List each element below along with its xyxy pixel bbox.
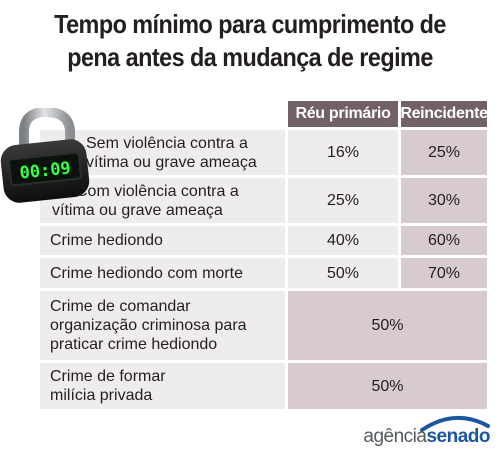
row-label-line: organização criminosa para: [50, 317, 247, 334]
value-primario: 25%: [288, 178, 398, 223]
value-reincidente: 25%: [401, 130, 487, 175]
page-title: Tempo mínimo para cumprimento de pena an…: [25, 8, 475, 74]
row-label-line: Sem violência contra a: [86, 134, 248, 152]
table-row: Crime hediondo 40% 60%: [40, 226, 487, 255]
row-label-line: Crime de formar: [50, 368, 166, 385]
value-combined: 50%: [288, 363, 487, 409]
row-label-line: vítima ou grave ameaça: [86, 153, 257, 171]
row-label-line: vítima ou grave ameaça: [52, 201, 223, 219]
table-row: Sem violência contra a vítima ou grave a…: [40, 130, 487, 175]
table-row: Crime de formar milícia privada 50%: [40, 363, 487, 409]
title-line-2: pena antes da mudança de regime: [67, 42, 433, 72]
row-label: Crime de formar milícia privada: [40, 363, 285, 409]
row-label-line: Com violência contra a: [76, 182, 239, 200]
header-reu-primario: Réu primário: [288, 101, 398, 127]
logo-arc-icon: [420, 415, 490, 432]
padlock-timer-icon: 00:09: [0, 108, 90, 203]
value-reincidente: 60%: [401, 226, 487, 255]
row-label: Crime de comandar organização criminosa …: [40, 291, 285, 360]
value-primario: 40%: [288, 226, 398, 255]
agencia-senado-logo: agência senado: [363, 426, 490, 448]
shackle: [19, 108, 75, 157]
title-line-1: Tempo mínimo para cumprimento de: [54, 9, 446, 39]
logo-text-agencia: agência: [363, 426, 427, 447]
row-label-line: praticar crime hediondo: [50, 336, 218, 353]
value-reincidente: 70%: [401, 258, 487, 288]
logo-text-senado: senado: [426, 426, 490, 447]
row-label-line: Crime de comandar: [50, 298, 191, 315]
value-reincidente: 30%: [401, 178, 487, 223]
row-label: Com violência contra a vítima ou grave a…: [40, 178, 285, 223]
value-primario: 50%: [288, 258, 398, 288]
value-primario: 16%: [288, 130, 398, 175]
row-label: Crime hediondo com morte: [40, 258, 285, 288]
table-row: Crime de comandar organização criminosa …: [40, 291, 487, 360]
row-label-line: milícia privada: [50, 387, 153, 404]
header-reincidente: Reincidente: [400, 101, 488, 127]
row-label: Crime hediondo: [40, 226, 285, 255]
table-row: Com violência contra a vítima ou grave a…: [40, 178, 487, 223]
value-combined: 50%: [288, 291, 487, 360]
table-row: Crime hediondo com morte 50% 70%: [40, 258, 487, 288]
timer-screen: [8, 151, 82, 187]
